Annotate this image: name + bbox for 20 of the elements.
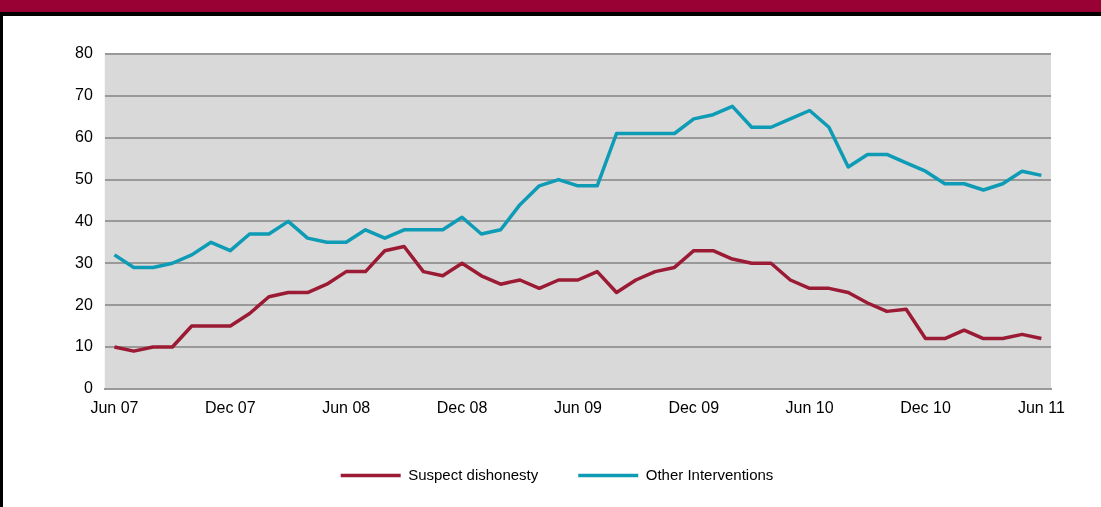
legend-label: Suspect dishonesty xyxy=(408,465,539,483)
x-tick-label: Jun 11 xyxy=(1017,398,1065,416)
x-tick-label: Jun 10 xyxy=(785,398,834,416)
x-tick-label: Dec 09 xyxy=(668,398,720,416)
legend-label: Other Interventions xyxy=(645,465,774,483)
x-tick-label: Jun 09 xyxy=(553,398,603,416)
y-tick-label: 80 xyxy=(75,44,93,62)
y-tick-label: 60 xyxy=(75,128,93,146)
x-tick-label: Dec 08 xyxy=(436,398,488,416)
y-tick-label: 10 xyxy=(75,337,93,355)
y-tick-label: 0 xyxy=(83,379,93,397)
x-tick-label: Jun 07 xyxy=(90,398,139,416)
y-tick-label: 20 xyxy=(75,295,93,313)
x-tick-label: Dec 07 xyxy=(204,398,256,416)
y-tick-label: 50 xyxy=(75,169,93,187)
y-tick-label: 70 xyxy=(75,86,93,104)
y-tick-label: 40 xyxy=(75,211,93,229)
x-tick-label: Dec 10 xyxy=(900,398,951,416)
x-tick-label: Jun 08 xyxy=(322,398,371,416)
y-tick-label: 30 xyxy=(75,253,93,271)
